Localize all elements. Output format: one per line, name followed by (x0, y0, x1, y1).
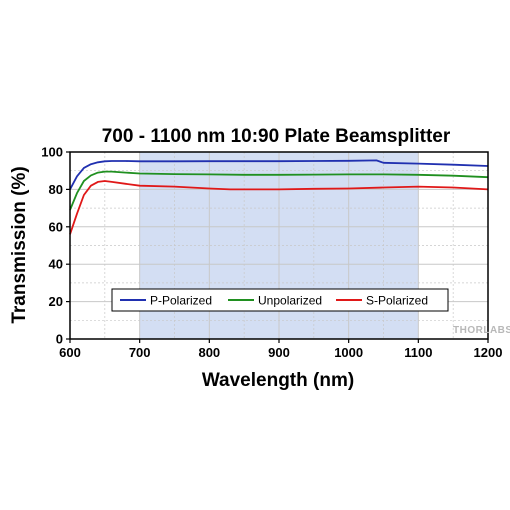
y-tick-label: 20 (49, 294, 63, 309)
series-line-s-polarized (69, 180, 489, 235)
series-line-unpolarized (69, 170, 489, 211)
series-line-p-polarized (69, 159, 489, 190)
x-tick-label: 700 (129, 345, 151, 360)
y-tick-label: 100 (41, 145, 63, 160)
legend-label-unpolarized: Unpolarized (258, 294, 322, 308)
x-axis-label: Wavelength (nm) (202, 370, 354, 391)
legend-box (111, 288, 449, 312)
x-tick-label: 600 (59, 345, 81, 360)
y-tick-label: 0 (56, 332, 63, 347)
y-tick-label: 60 (49, 219, 63, 234)
y-tick-label: 40 (49, 257, 63, 272)
axes: 600 700 800 900 1000 1100 1200 0 20 40 60 80 100 (41, 145, 502, 361)
legend-label-p-polarized: P-Polarized (150, 294, 212, 308)
thorlabs-logo-watermark: THORLABS (453, 325, 510, 336)
y-axis-label: Transmission (%) (9, 166, 30, 323)
x-tick-label: 800 (198, 345, 220, 360)
chart-title: 700 - 1100 nm 10:90 Plate Beamsplitter (102, 126, 451, 147)
x-tick-label: 1100 (404, 345, 432, 360)
x-tick-label: 900 (268, 345, 290, 360)
x-tick-label: 1000 (334, 345, 363, 360)
x-tick-label: 1200 (474, 345, 503, 360)
legend-label-s-polarized: S-Polarized (366, 294, 428, 308)
legend: P-Polarized Unpolarized S-Polarized (111, 288, 449, 312)
y-tick-label: 80 (49, 182, 63, 197)
legend-items: P-Polarized Unpolarized S-Polarized (120, 294, 428, 308)
